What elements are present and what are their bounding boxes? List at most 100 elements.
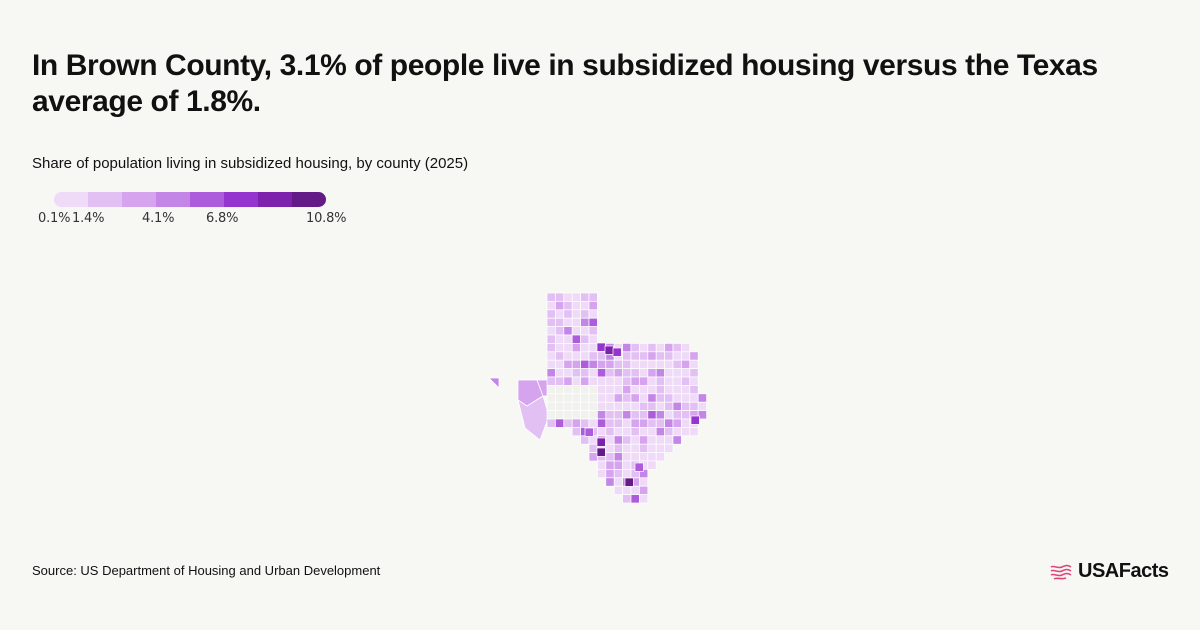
county-shape	[655, 368, 665, 378]
county-shape	[681, 385, 691, 395]
legend-swatch	[224, 192, 258, 207]
county-shape	[613, 359, 623, 369]
county-shape	[563, 317, 573, 327]
county-shape	[571, 309, 581, 319]
county-shape	[689, 368, 699, 378]
county-shape	[555, 368, 565, 378]
county-shape	[605, 393, 615, 403]
county-shape	[597, 427, 607, 437]
county-shape	[555, 418, 565, 428]
legend-label-1: 1.4%	[72, 211, 105, 226]
county-shape	[580, 359, 590, 369]
county-shape	[647, 368, 657, 378]
county-shape	[555, 292, 565, 302]
county-shape	[697, 393, 707, 403]
county-shape	[697, 410, 707, 420]
county-shape	[664, 343, 674, 353]
county-shape	[563, 309, 573, 319]
county-shape	[546, 292, 556, 302]
county-shape	[672, 385, 682, 395]
county-shape	[555, 326, 565, 336]
county-shape	[689, 427, 699, 437]
county-shape	[596, 342, 606, 352]
county-shape	[664, 443, 674, 453]
county-shape	[588, 452, 598, 462]
legend-swatch	[88, 192, 122, 207]
county-shape	[647, 393, 657, 403]
county-shape	[588, 343, 598, 353]
county-shape	[563, 385, 573, 395]
county-shape	[588, 376, 598, 386]
county-shape	[588, 410, 598, 420]
county-shape	[613, 452, 623, 462]
county-shape	[622, 385, 632, 395]
county-shape	[613, 443, 623, 453]
legend-swatch	[292, 192, 326, 207]
county-shape	[488, 377, 500, 389]
county-shape	[571, 376, 581, 386]
county-shape	[580, 418, 590, 428]
county-shape	[546, 401, 556, 411]
legend-swatch	[54, 192, 88, 207]
county-shape	[622, 485, 632, 495]
county-shape	[639, 494, 649, 504]
county-shape	[689, 351, 699, 361]
county-shape	[672, 401, 682, 411]
map-subtitle: Share of population living in subsidized…	[32, 155, 469, 172]
county-shape	[580, 351, 590, 361]
legend-swatch	[156, 192, 190, 207]
legend-label-max: 10.8%	[306, 211, 347, 226]
county-shape	[639, 385, 649, 395]
county-shape	[555, 401, 565, 411]
county-shape	[580, 317, 590, 327]
county-shape	[613, 368, 623, 378]
county-shape	[647, 359, 657, 369]
county-shape	[563, 343, 573, 353]
county-shape	[546, 410, 556, 420]
county-shape	[664, 359, 674, 369]
county-shape	[571, 410, 581, 420]
county-shape	[689, 401, 699, 411]
county-shape	[639, 418, 649, 428]
county-shape	[647, 427, 657, 437]
county-shape	[605, 368, 615, 378]
county-shape	[596, 447, 606, 457]
county-shape	[605, 401, 615, 411]
county-shape	[597, 385, 607, 395]
county-shape	[630, 376, 640, 386]
county-shape	[622, 351, 632, 361]
county-shape	[584, 427, 594, 437]
county-shape	[597, 376, 607, 386]
county-shape	[546, 309, 556, 319]
county-shape	[580, 334, 590, 344]
county-shape	[672, 393, 682, 403]
county-shape	[555, 317, 565, 327]
county-shape	[580, 385, 590, 395]
county-shape	[613, 469, 623, 479]
county-shape	[571, 368, 581, 378]
legend-label-2: 4.1%	[142, 211, 175, 226]
county-shape	[664, 435, 674, 445]
county-shape	[546, 343, 556, 353]
county-shape	[605, 460, 615, 470]
county-shape	[588, 326, 598, 336]
county-shape	[630, 443, 640, 453]
county-shape	[630, 368, 640, 378]
county-shape	[630, 427, 640, 437]
county-shape	[613, 460, 623, 470]
county-shape	[630, 494, 640, 504]
county-shape	[655, 393, 665, 403]
county-shape	[681, 401, 691, 411]
county-shape	[580, 393, 590, 403]
county-shape	[672, 343, 682, 353]
county-shape	[689, 376, 699, 386]
county-shape	[588, 401, 598, 411]
county-shape	[655, 418, 665, 428]
county-shape	[571, 393, 581, 403]
legend-swatch	[122, 192, 156, 207]
county-shape	[596, 437, 606, 447]
county-shape	[664, 427, 674, 437]
county-shape	[563, 292, 573, 302]
county-shape	[639, 343, 649, 353]
county-shape	[571, 385, 581, 395]
